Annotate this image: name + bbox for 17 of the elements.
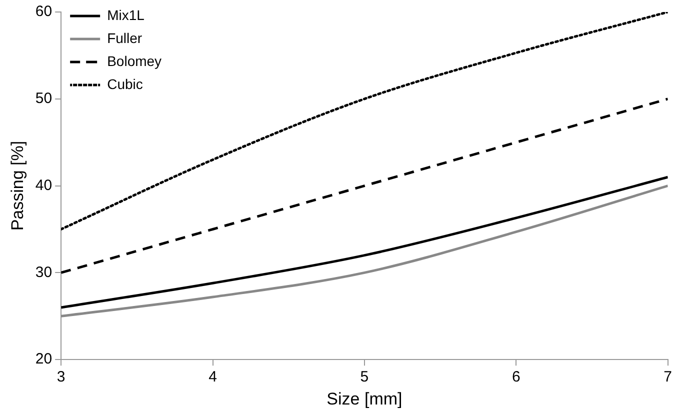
x-tick-label: 3 (56, 368, 66, 386)
line-series (61, 98, 668, 274)
legend-label: Fuller (107, 30, 142, 46)
y-tick-label: 40 (35, 176, 52, 194)
y-tick-label: 20 (35, 350, 52, 368)
legend-label: Bolomey (107, 52, 162, 69)
y-tick-label: 50 (35, 90, 52, 108)
x-axis-title: Size [mm] (326, 389, 402, 408)
x-tick-label: 7 (664, 368, 672, 386)
legend-label: Mix1L (107, 6, 145, 23)
y-tick-label: 60 (35, 3, 52, 20)
y-tick-label: 30 (35, 264, 52, 281)
x-tick-label: 4 (208, 368, 217, 386)
x-tick-label: 5 (360, 368, 369, 386)
x-tick-label: 6 (512, 368, 520, 386)
y-axis-title: Passing [%] (8, 140, 27, 231)
legend-label: Cubic (107, 76, 143, 92)
